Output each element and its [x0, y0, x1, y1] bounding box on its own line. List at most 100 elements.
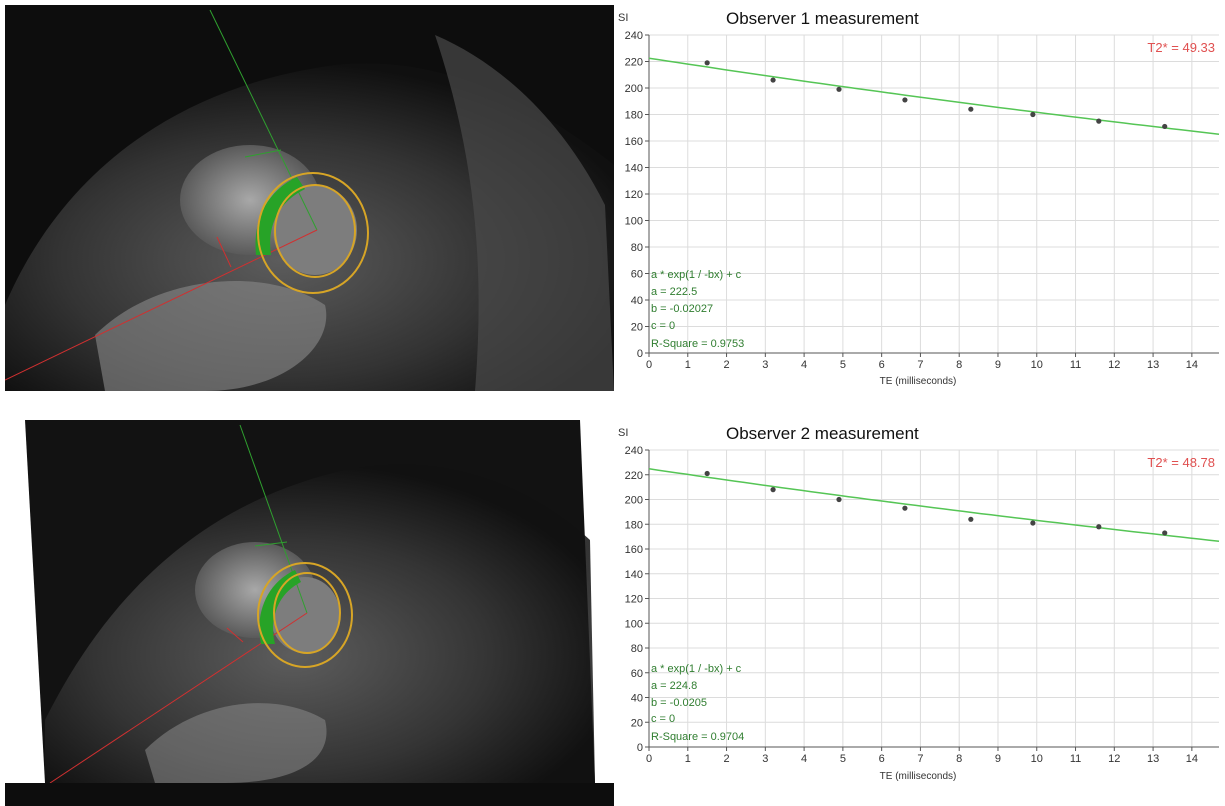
t2star-value: T2* = 48.78	[1147, 455, 1215, 470]
fit-param-c: c = 0	[651, 320, 675, 332]
fit-r-square: R-Square = 0.9704	[651, 731, 744, 743]
x-tick-label: 2	[723, 359, 729, 371]
data-point	[1030, 111, 1036, 118]
data-point	[1096, 118, 1102, 124]
data-point	[902, 97, 908, 103]
x-tick-label: 3	[762, 753, 768, 765]
epicardial-contour	[257, 562, 353, 668]
data-point	[968, 516, 974, 522]
y-tick-label: 140	[625, 569, 643, 581]
y-tick-label: 20	[631, 322, 643, 334]
endocardial-contour	[273, 572, 341, 654]
ticks-group: 0 1 2 3 4 5 6 7 8 9 10 11 12 13 1402040608010012014016…	[625, 445, 1198, 765]
fit-curve	[648, 468, 1220, 542]
septal-segment	[255, 177, 305, 255]
fit-param-b: b = -0.02027	[651, 303, 713, 315]
x-tick-label: 12	[1108, 359, 1120, 371]
t2star-value: T2* = 49.33	[1147, 40, 1215, 55]
lv-insertion-marker	[244, 149, 282, 158]
points-group	[704, 470, 1168, 536]
x-tick-label: 0	[646, 753, 652, 765]
y-tick-label: 80	[631, 242, 643, 254]
t2star-chart-observer-1: 0 1 2 3 4 5 6 7 8 9 10 11 12 13 14 0 20 40 60 80 100 120 140 16…	[616, 5, 1222, 391]
fit-group	[648, 468, 1220, 542]
x-tick-label: 11	[1070, 753, 1081, 765]
data-point	[836, 86, 842, 92]
x-tick-label: 10	[1031, 753, 1043, 765]
x-tick-label: 1	[685, 753, 691, 765]
x-tick-label: 14	[1186, 359, 1198, 371]
y-tick-label: 40	[631, 693, 643, 705]
epicardial-contour	[257, 172, 369, 294]
x-tick-label: 4	[801, 359, 807, 371]
y-tick-label: 220	[625, 57, 643, 69]
x-tick-label: 12	[1108, 753, 1120, 765]
y-tick-label: 60	[631, 668, 643, 680]
fit-group	[648, 57, 1220, 135]
chart-svg-2: 0 1 2 3 4 5 6 7 8 9 10 11 12 13 1402040608010012014016…	[616, 420, 1222, 783]
x-tick-label: 7	[917, 359, 923, 371]
x-tick-label: 14	[1186, 753, 1198, 765]
lv-cavity	[273, 185, 357, 275]
x-tick-label: 3	[762, 359, 768, 371]
y-axis-label: SI	[618, 427, 628, 439]
grid-group	[648, 449, 1219, 748]
x-tick-label: 13	[1147, 359, 1159, 371]
y-tick-label: 40	[631, 295, 643, 307]
x-tick-label: 6	[879, 753, 885, 765]
chart-title: Observer 2 measurement	[726, 424, 919, 443]
lv-cavity	[270, 577, 340, 653]
fit-curve	[648, 57, 1220, 135]
x-tick-label: 11	[1070, 359, 1081, 371]
data-point	[968, 106, 974, 112]
y-axis-label: SI	[618, 12, 628, 24]
y-tick-label: 20	[631, 717, 643, 729]
data-point	[704, 470, 710, 477]
y-tick-label: 180	[625, 110, 643, 122]
fit-formula: a * exp(1 / -bx) + c	[651, 663, 742, 675]
x-tick-label: 9	[995, 359, 1001, 371]
x-tick-label: 10	[1031, 359, 1043, 371]
mri-image-observer-2	[5, 420, 614, 806]
x-tick-label: 5	[840, 753, 846, 765]
y-tick-label: 60	[631, 269, 643, 281]
data-point	[902, 505, 908, 511]
y-tick-label: 100	[625, 216, 643, 228]
x-tick-label: 1	[685, 359, 691, 371]
y-tick-label: 220	[625, 470, 643, 482]
mri-svg-2	[5, 420, 614, 783]
septal-segment	[259, 570, 301, 644]
fit-param-a: a = 222.5	[651, 286, 697, 298]
data-point	[1096, 524, 1102, 530]
rv-insertion-marker	[226, 627, 244, 643]
t2star-chart-observer-2: 0 1 2 3 4 5 6 7 8 9 10 11 12 13 14 0 20 40 60 80 100 120 140 16…	[616, 420, 1222, 806]
x-tick-label: 8	[956, 753, 962, 765]
data-point	[704, 60, 710, 66]
fit-param-a: a = 224.8	[651, 680, 697, 692]
rv-insertion-marker	[216, 236, 232, 268]
x-tick-label: 5	[840, 359, 846, 371]
x-tick-label: 4	[801, 753, 807, 765]
x-tick-label: 9	[995, 753, 1001, 765]
liver-region	[145, 703, 327, 783]
y-tick-label: 180	[625, 519, 643, 531]
x-tick-label: 6	[879, 359, 885, 371]
fit-parameters: a * exp(1 / -bx) + c a = 222.5 b = -0.02…	[651, 269, 744, 350]
mri-image-observer-1	[5, 5, 614, 391]
points-group	[704, 60, 1168, 130]
x-tick-label: 13	[1147, 753, 1159, 765]
lv-axis-line	[209, 9, 318, 231]
y-tick-label: 160	[625, 544, 643, 556]
y-tick-label: 0	[637, 348, 643, 360]
data-point	[1162, 530, 1168, 536]
y-tick-label: 200	[625, 83, 643, 95]
y-tick-label: 100	[625, 618, 643, 630]
x-tick-label: 2	[723, 753, 729, 765]
chart-svg-1: 0 1 2 3 4 5 6 7 8 9 10 11 12 13 1402040608010012014016…	[616, 5, 1222, 391]
grid-group	[648, 34, 1219, 354]
lv-insertion-marker	[254, 541, 288, 547]
chart-title: Observer 1 measurement	[726, 9, 919, 28]
ticks-group: 0 1 2 3 4 5 6 7 8 9 10 11 12 13 1402040608010012014016…	[625, 30, 1198, 371]
y-tick-label: 120	[625, 594, 643, 606]
y-tick-label: 140	[625, 163, 643, 175]
